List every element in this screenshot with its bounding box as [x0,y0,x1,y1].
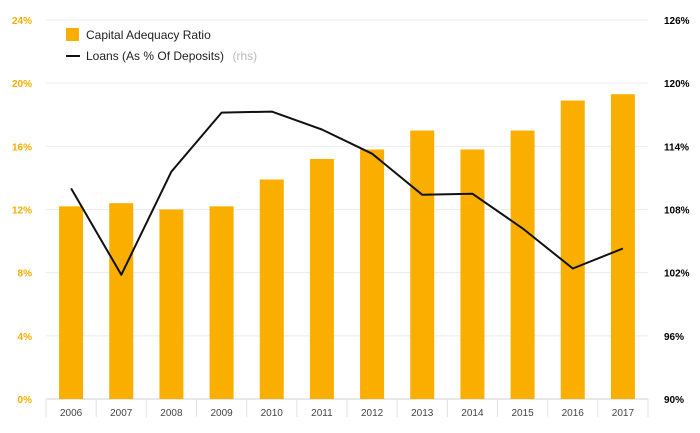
x-tick-label: 2016 [562,408,585,419]
bar [159,209,184,399]
x-tick-label: 2007 [110,408,133,419]
legend-line-label-group: Loans (As % Of Deposits) (rhs) [86,47,257,64]
right-tick-label: 108% [664,206,690,217]
left-tick-label: 16% [12,142,32,153]
line-series [70,110,624,276]
bar [360,149,385,399]
legend-bar-swatch [66,28,79,41]
right-tick-label: 96% [664,332,684,343]
x-tick-label: 2010 [261,408,284,419]
right-tick-label: 126% [664,16,690,27]
legend-line-label: Loans (As % Of Deposits) [86,49,224,63]
bar [109,203,134,399]
left-axis: 0% 4% 8% 12% 16% 20% 24% [12,16,32,406]
legend-line-suffix: (rhs) [233,49,258,63]
line-path [70,110,624,276]
x-tick-label: 2008 [160,408,183,419]
bar [560,100,585,399]
bar [610,94,635,400]
bar [460,149,485,399]
x-tick-label: 2009 [210,408,233,419]
left-tick-label: 20% [12,79,32,90]
bar [209,206,234,399]
bar [410,130,435,399]
right-axis: 90% 96% 102% 108% 114% 120% 126% [664,16,690,406]
bar [59,206,84,399]
right-tick-label: 90% [664,395,684,406]
x-tick-label: 2011 [311,408,333,419]
x-tick-label: 2012 [361,408,384,419]
right-tick-label: 120% [664,79,690,90]
bar [309,158,334,399]
gridlines [46,19,648,400]
left-tick-label: 0% [18,395,33,406]
right-tick-label: 102% [664,269,690,280]
x-tick-label: 2017 [612,408,635,419]
x-axis: 2006 2007 2008 2009 2010 2011 2012 2013 2014 2015… [45,399,649,419]
right-tick-label: 114% [664,142,689,153]
x-tick-label: 2014 [461,408,484,419]
x-tick-label: 2015 [511,408,534,419]
legend: Capital Adequacy Ratio Loans (As % Of De… [66,28,257,64]
left-tick-label: 24% [12,16,32,27]
bar [510,130,535,399]
left-tick-label: 4% [18,332,33,343]
left-tick-label: 8% [18,269,33,280]
left-tick-label: 12% [12,206,32,217]
bar-series [59,94,635,400]
x-tick-label: 2013 [411,408,434,419]
legend-bar-label: Capital Adequacy Ratio [86,28,211,42]
x-tick-label: 2006 [60,408,83,419]
bar [259,179,284,399]
